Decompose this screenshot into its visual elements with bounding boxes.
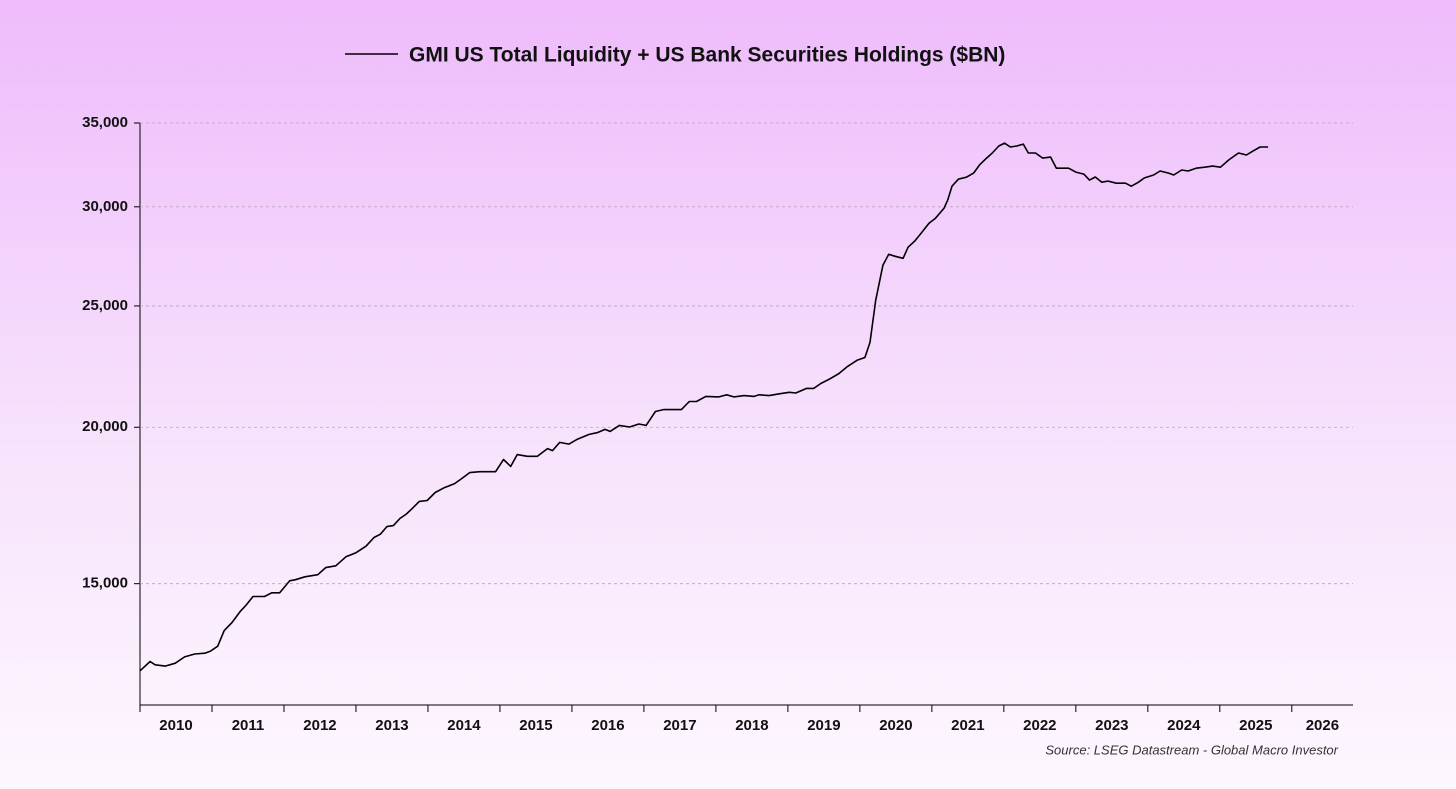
y-tick-label: 20,000 [82,418,128,435]
data-line [139,142,1269,672]
x-tick-label: 2018 [735,717,768,734]
x-tick-label: 2015 [519,717,552,734]
y-tick-label: 15,000 [82,575,128,592]
source-note: Source: LSEG Datastream - Global Macro I… [1045,742,1338,757]
x-tick-label: 2020 [879,717,912,734]
x-tick-label: 2021 [951,717,984,734]
y-tick-label: 35,000 [82,114,128,131]
x-tick-label: 2012 [303,717,336,734]
x-tick-label: 2023 [1095,717,1128,734]
x-tick-label: 2022 [1023,717,1056,734]
x-tick-label: 2010 [159,717,192,734]
x-tick-label: 2011 [232,717,265,734]
x-tick-label: 2017 [663,717,696,734]
y-tick-label: 25,000 [82,297,128,314]
x-tick-label: 2013 [375,717,408,734]
x-tick-label: 2014 [447,717,481,734]
x-tick-label: 2026 [1306,717,1339,734]
x-tick-label: 2019 [807,717,840,734]
x-tick-label: 2016 [591,717,624,734]
legend-label: GMI US Total Liquidity + US Bank Securit… [409,44,1005,67]
x-tick-label: 2025 [1239,717,1272,734]
y-tick-label: 30,000 [82,198,128,215]
x-tick-label: 2024 [1167,717,1201,734]
